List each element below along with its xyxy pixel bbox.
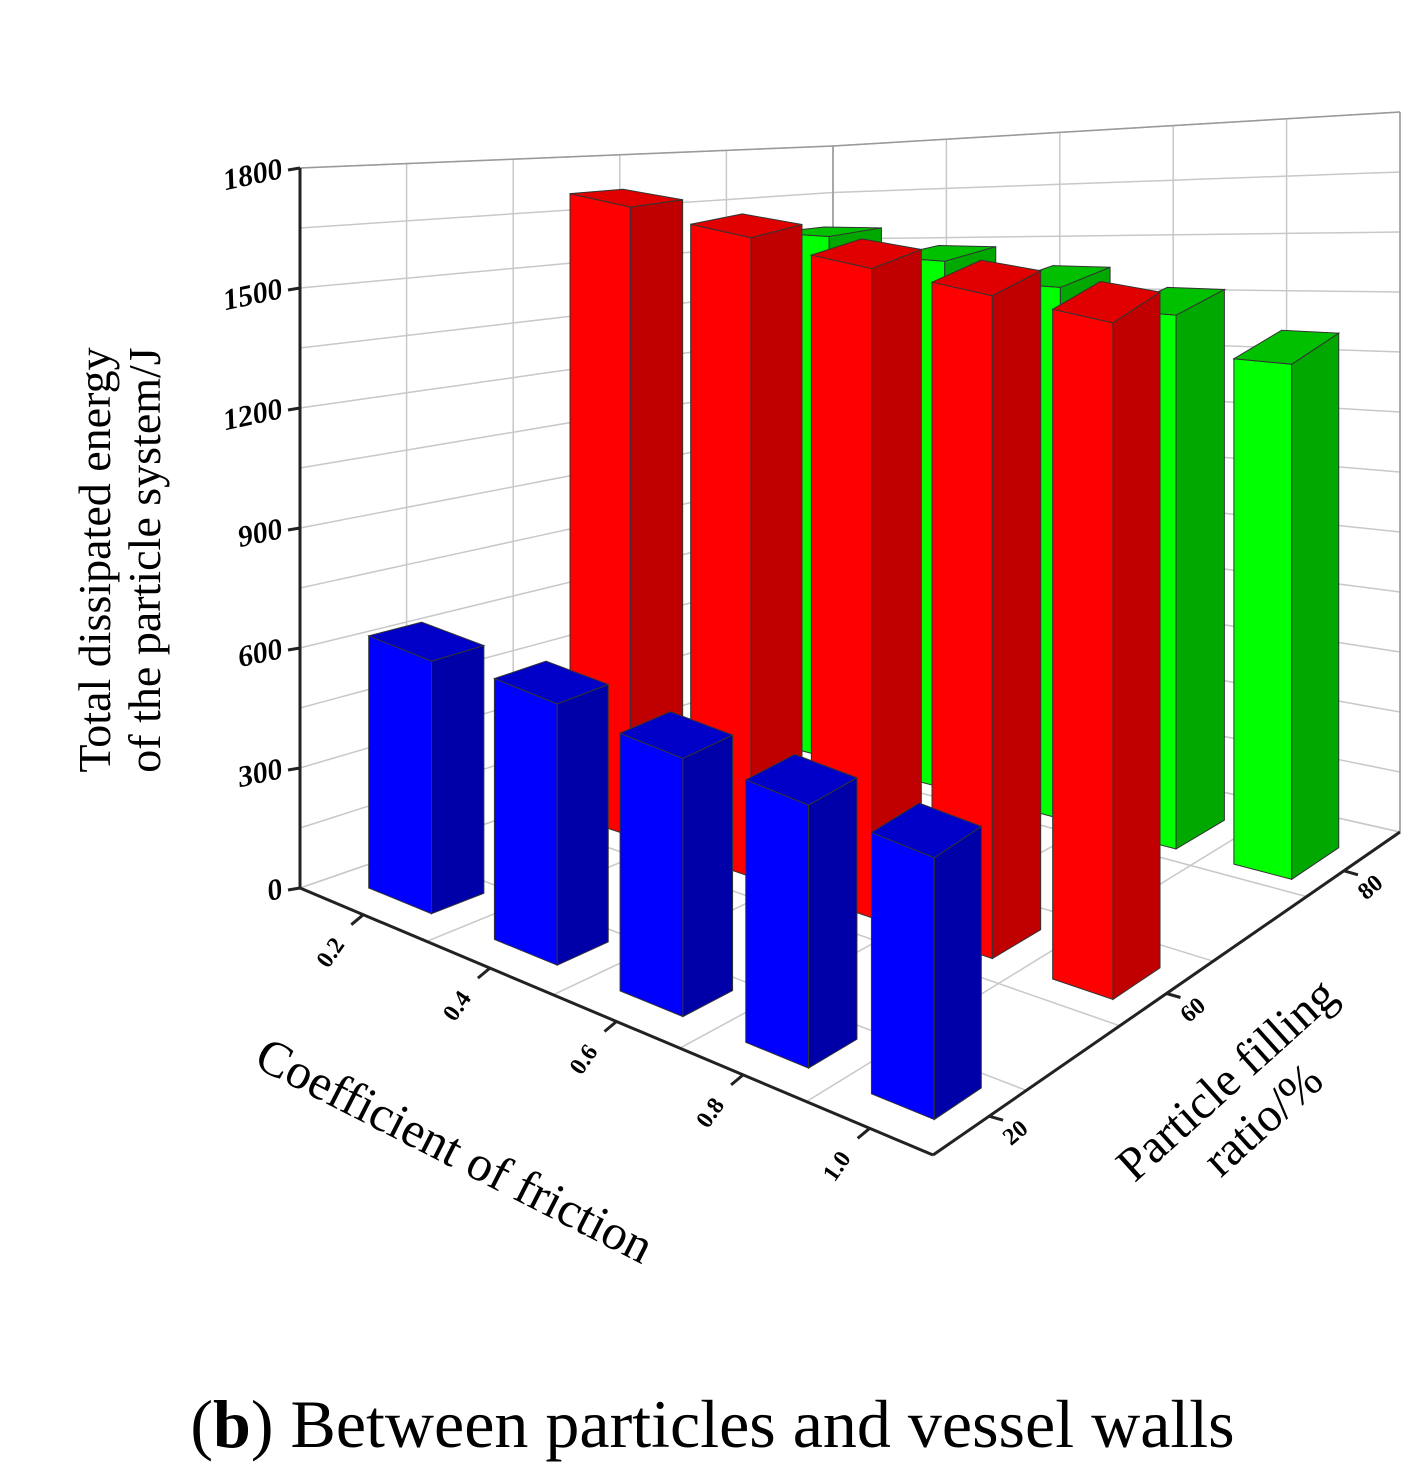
bar-top-face-60-0.6 [809, 238, 924, 270]
bar-top-face-20-0.6 [618, 711, 734, 760]
caption-label: b [213, 1386, 251, 1462]
y-tick-label: 300 [234, 752, 286, 794]
y-tick-label: 900 [235, 512, 286, 554]
x-axis-tick [603, 1020, 618, 1033]
z-axis-tick [988, 1114, 1004, 1122]
back-wall-gridline [832, 171, 1401, 194]
y-axis-tick [287, 526, 301, 532]
back-wall-gridline [832, 231, 1401, 240]
y-axis-tick [287, 166, 301, 172]
x-tick-label: 0.6 [565, 1040, 604, 1079]
x-tick-label: 0.8 [692, 1093, 731, 1132]
figure-caption: (b) Between particles and vessel walls [190, 1386, 1235, 1462]
bar-top-face-20-1.0 [870, 802, 983, 859]
y-tick-label: 1500 [220, 272, 286, 317]
y-tick-label: 600 [235, 632, 286, 674]
x-axis-tick [476, 966, 491, 980]
bar-top-face-20-0.4 [492, 660, 610, 705]
bar-top-face-20-0.8 [744, 753, 859, 806]
bar-front-face-20-0.6 [619, 732, 684, 1018]
bar-front-face-80-1.0 [1233, 358, 1293, 880]
x-axis-tick [350, 913, 365, 926]
y-axis-tick [287, 646, 301, 652]
y-tick-label: 1200 [220, 392, 286, 437]
y-tick-label: 1800 [220, 152, 286, 197]
bar-side-face-20-1.0 [933, 825, 982, 1121]
z-tick-label: 80 [1353, 870, 1388, 905]
z-axis-tick [1343, 869, 1359, 877]
x-axis-tick [730, 1073, 745, 1087]
y-axis-title-line1: Total dissipated energy [69, 347, 120, 773]
bar-side-face-60-1.0 [1112, 291, 1161, 1001]
bar-side-face-60-0.8 [991, 269, 1042, 960]
bar-front-face-20-0.8 [745, 779, 810, 1069]
y-axis-title: Total dissipated energy of the particle … [69, 347, 170, 773]
y-axis-tick [287, 286, 301, 292]
frame-edge [299, 145, 834, 169]
frame-edge [832, 111, 1401, 147]
bar-side-face-20-0.2 [431, 644, 485, 915]
bar-side-face-80-0.8 [1175, 288, 1225, 850]
bar-side-face-20-0.6 [682, 734, 734, 1018]
x-tick-label: 0.4 [438, 987, 477, 1026]
bar-top-face-60-0.2 [569, 188, 683, 208]
y-axis-title-line2: of the particle system/J [119, 347, 170, 773]
bar-side-face-20-0.4 [556, 683, 609, 966]
bar-side-face-20-0.8 [808, 776, 858, 1069]
bar-front-face-20-1.0 [870, 831, 935, 1121]
bar-top-face-80-1.0 [1232, 329, 1341, 365]
z-tick-label: 60 [1176, 993, 1211, 1028]
y-axis-tick [287, 406, 301, 412]
y-axis-tick [287, 886, 301, 892]
bar-top-face-60-0.8 [930, 259, 1043, 297]
left-wall-gridline [299, 191, 834, 229]
bar-top-face-60-0.4 [690, 213, 803, 239]
bar-front-face-20-0.4 [493, 677, 558, 966]
x-tick-label: 0.2 [312, 933, 351, 972]
y-axis-tick [287, 766, 301, 772]
x-tick-label: 1.0 [818, 1147, 857, 1186]
x-axis-tick [856, 1127, 871, 1140]
z-axis-tick [1166, 992, 1181, 999]
bar-top-face-20-0.2 [367, 621, 486, 662]
bar-side-face-80-1.0 [1291, 332, 1340, 881]
bar-top-face-60-1.0 [1051, 280, 1162, 324]
bar-front-face-60-1.0 [1052, 308, 1114, 1001]
bar-front-face-20-0.2 [368, 635, 433, 915]
caption-text: Between particles and vessel walls [273, 1386, 1235, 1462]
z-tick-label: 20 [998, 1115, 1033, 1150]
y-tick-label: 0 [264, 872, 286, 907]
